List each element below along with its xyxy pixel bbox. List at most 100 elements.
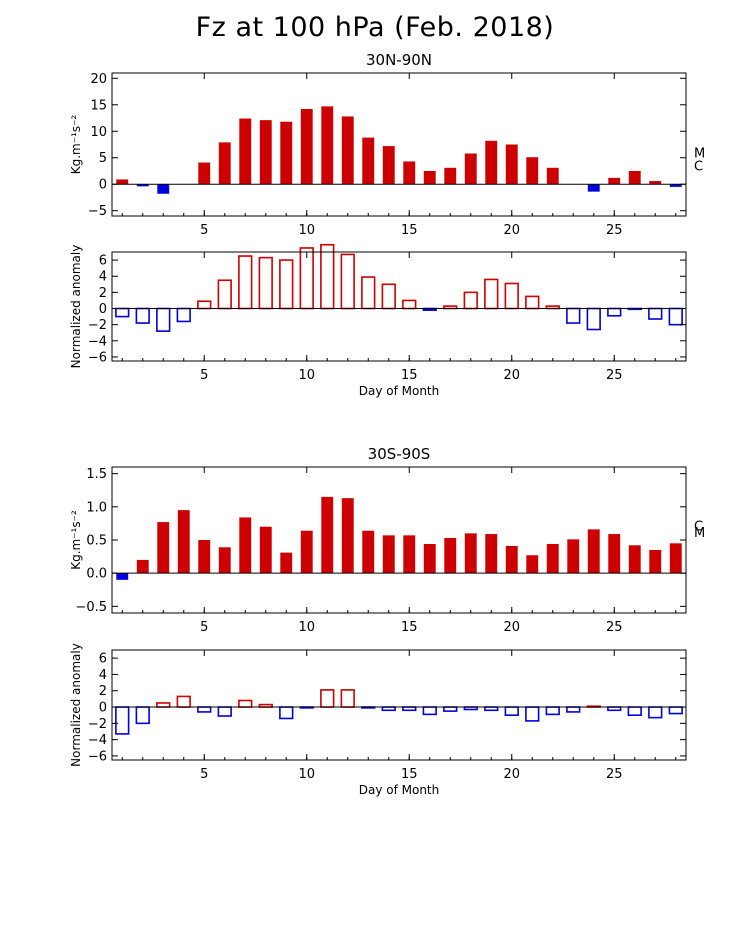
bar-day-6 <box>218 547 231 574</box>
y-tick-label: 1.0 <box>86 500 107 515</box>
bar-day-24 <box>586 307 601 331</box>
y-tick-label: 0.5 <box>86 534 107 549</box>
y-tick-label: 4 <box>99 668 107 683</box>
bar-day-3 <box>156 307 171 332</box>
x-tick-label: 5 <box>200 767 208 782</box>
bar-day-6 <box>217 279 232 310</box>
bar-day-21 <box>526 157 539 185</box>
bar-day-12 <box>340 253 355 310</box>
y-tick-label: 0 <box>99 178 107 193</box>
bar-day-1 <box>116 573 129 580</box>
x-tick-label: 5 <box>200 620 208 635</box>
bar-day-28 <box>668 307 683 326</box>
bar-day-1 <box>115 307 130 318</box>
bar-day-2 <box>136 184 149 187</box>
bar-day-20 <box>505 144 518 185</box>
bar-day-9 <box>279 706 294 720</box>
panel-subtitle: 30S-90S <box>368 445 431 463</box>
x-tick-label: 15 <box>401 368 418 383</box>
chart-panel-4: 5 10 15 20 25 −6−4−20 246 Normalized anomaly Day… <box>69 643 687 797</box>
bar-day-25 <box>607 307 622 317</box>
chart-panel-1: 5 10 15 20 25 −5 0 5 10 15 20 30N-90N Kg.m⁻¹s⁻² MC <box>69 51 705 238</box>
y-tick-label: 2 <box>99 684 107 699</box>
chart-title: Fz at 100 hPa (Feb. 2018) <box>195 12 555 43</box>
bar-day-27 <box>648 307 663 320</box>
bar-day-15 <box>402 299 417 310</box>
bar-day-23 <box>567 539 580 574</box>
bar-day-7 <box>239 517 252 574</box>
bar-day-18 <box>464 153 477 185</box>
x-tick-label: 15 <box>401 767 418 782</box>
x-tick-label: 15 <box>401 620 418 635</box>
x-tick-label: 5 <box>200 223 208 238</box>
x-tick-label: 10 <box>298 368 315 383</box>
x-axis-label: Day of Month <box>359 384 440 398</box>
plot-frame <box>111 72 687 217</box>
bar-day-5 <box>198 540 211 574</box>
bar-day-26 <box>628 545 641 574</box>
bar-day-18 <box>464 533 477 574</box>
y-tick-label: −0.5 <box>75 600 107 615</box>
x-tick-label: 20 <box>503 223 520 238</box>
y-tick-label: 0 <box>99 701 107 716</box>
bar-day-5 <box>198 162 211 185</box>
bar-day-22 <box>545 706 560 716</box>
bar-day-24 <box>587 184 600 192</box>
x-tick-label: 25 <box>606 223 623 238</box>
x-tick-label: 10 <box>298 767 315 782</box>
bar-day-9 <box>279 259 294 310</box>
bar-day-17 <box>444 167 457 185</box>
bar-day-8 <box>259 120 272 185</box>
x-tick-label: 20 <box>503 368 520 383</box>
bar-day-28 <box>668 706 683 715</box>
bar-day-25 <box>608 177 621 185</box>
bar-day-11 <box>320 243 335 310</box>
x-tick-label: 5 <box>200 368 208 383</box>
bar-day-27 <box>649 181 662 185</box>
x-tick-label: 20 <box>503 767 520 782</box>
bar-day-19 <box>485 534 498 574</box>
bar-day-1 <box>115 706 130 735</box>
x-tick-label: 10 <box>298 223 315 238</box>
bar-day-20 <box>504 282 519 310</box>
marker-m: M <box>694 526 705 541</box>
y-axis-label: Kg.m⁻¹s⁻² <box>69 115 83 175</box>
bar-day-15 <box>403 535 416 574</box>
bar-day-9 <box>280 552 293 574</box>
y-tick-label: −2 <box>88 318 107 333</box>
bar-day-24 <box>587 529 600 574</box>
marker-c: C <box>694 160 703 175</box>
y-tick-label: −6 <box>88 749 107 764</box>
bar-day-19 <box>484 278 499 310</box>
bar-day-25 <box>608 534 621 574</box>
bar-day-11 <box>321 496 334 574</box>
bar-day-21 <box>525 295 540 310</box>
marker-c: C <box>694 519 703 534</box>
panel-subtitle: 30N-90N <box>366 51 432 69</box>
y-tick-label: 20 <box>90 72 107 87</box>
bar-day-26 <box>628 170 641 185</box>
y-tick-label: −2 <box>88 717 107 732</box>
bar-day-16 <box>423 170 436 185</box>
marker-m: M <box>694 146 705 161</box>
y-axis-label: Normalized anomaly <box>69 245 83 369</box>
bar-day-4 <box>177 510 190 574</box>
bar-day-8 <box>259 526 272 574</box>
bar-day-12 <box>340 689 355 708</box>
y-tick-label: −6 <box>88 350 107 365</box>
bar-day-6 <box>218 142 231 185</box>
bar-day-2 <box>136 559 149 574</box>
bar-day-2 <box>135 307 150 324</box>
bar-day-20 <box>504 706 519 716</box>
y-tick-label: 15 <box>90 98 107 113</box>
bar-day-23 <box>566 706 581 713</box>
y-tick-label: 4 <box>99 270 107 285</box>
bar-day-6 <box>217 706 232 717</box>
bar-day-3 <box>157 522 170 574</box>
bar-day-22 <box>546 167 559 185</box>
bar-day-16 <box>422 706 437 716</box>
bar-day-12 <box>341 116 354 185</box>
bar-day-27 <box>648 706 663 719</box>
